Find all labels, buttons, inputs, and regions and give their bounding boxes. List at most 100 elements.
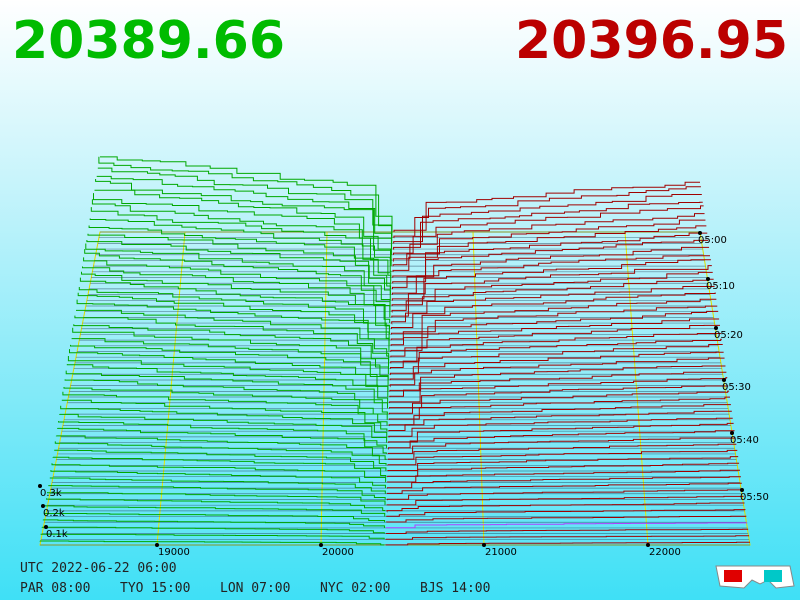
ask-depth-line <box>393 186 701 239</box>
bid-depth-line <box>54 449 387 472</box>
ask-depth-line <box>388 430 735 451</box>
time-tick <box>706 277 710 281</box>
bid-depth-line <box>64 379 388 415</box>
ask-depth-line <box>385 535 750 540</box>
ask-depth-line <box>392 205 704 256</box>
bid-depth-line <box>49 477 386 494</box>
bid-depth-line <box>76 309 390 358</box>
ask-depth-line <box>388 404 731 427</box>
ask-depth-line <box>392 225 707 273</box>
bid-depth-line <box>47 492 386 506</box>
ask-depth-line <box>385 528 749 534</box>
bid-depth-line <box>100 156 393 232</box>
time-tick <box>722 378 726 382</box>
bid-depth-line <box>50 470 386 489</box>
ask-depth-line <box>393 181 700 232</box>
ask-depth-line <box>388 410 732 432</box>
time-tick-label: 05:00 <box>698 235 727 246</box>
depth-tick <box>38 484 42 488</box>
world-clock: LON 07:00 <box>220 581 290 596</box>
bid-depth-line <box>42 519 385 528</box>
ask-depth-line <box>391 265 712 307</box>
bid-depth-line <box>74 315 390 363</box>
depth-tick-label: 0.1k <box>46 529 68 540</box>
bid-depth-line <box>72 327 389 375</box>
ask-depth-line <box>391 286 715 325</box>
bid-depth-line <box>62 391 388 426</box>
bid-depth-line <box>94 189 392 261</box>
bid-depth-line <box>54 441 387 466</box>
depth-tick <box>41 504 45 508</box>
bid-depth-line <box>76 299 390 352</box>
world-clock: NYC 02:00 <box>320 581 390 596</box>
ask-depth-line <box>393 194 702 244</box>
bid-depth-line <box>46 498 386 511</box>
price-tick <box>482 543 486 547</box>
world-clock: PAR 08:00 <box>20 581 90 596</box>
bid-depth-line <box>65 370 388 409</box>
ask-depth-line <box>392 246 710 290</box>
ask-depth-line <box>389 365 726 392</box>
depth-tick-label: 0.3k <box>40 488 62 499</box>
ask-depth-line <box>387 462 740 478</box>
bid-depth-line <box>78 287 390 341</box>
ask-depth-line <box>389 371 727 398</box>
price-tick-label: 20000 <box>322 547 354 558</box>
time-tick <box>714 326 718 330</box>
price-tick <box>155 543 159 547</box>
bid-depth-line <box>73 324 390 369</box>
ask-depth-line <box>388 390 730 415</box>
bid-price: 20389.66 <box>12 11 285 71</box>
bid-depth-line <box>61 399 388 432</box>
ask-depth-line <box>392 213 705 263</box>
ask-depth-line <box>391 259 711 301</box>
ask-depth-line <box>390 298 717 335</box>
ask-depth-line <box>392 232 708 278</box>
time-tick-label: 05:20 <box>714 330 743 341</box>
3d-glasses-icon[interactable] <box>715 565 795 589</box>
ask-depth-line <box>388 417 733 438</box>
ask-depth-line <box>393 201 703 251</box>
bid-depth-line <box>57 427 387 454</box>
ask-depth-line <box>387 456 739 472</box>
time-tick-label: 05:40 <box>730 435 759 446</box>
ask-price: 20396.95 <box>515 11 788 71</box>
bid-depth-line <box>43 512 386 523</box>
price-grid-line <box>320 231 328 546</box>
ask-depth-line <box>387 443 737 460</box>
price-tick-label: 22000 <box>649 547 681 558</box>
ask-depth-line <box>390 305 718 341</box>
bid-depth-line <box>97 167 393 244</box>
depth-tick-label: 0.2k <box>43 508 65 519</box>
bid-depth-line <box>79 277 390 335</box>
ask-depth-line <box>390 318 720 352</box>
bid-depth-line <box>41 526 385 534</box>
bid-depth-line <box>52 456 387 477</box>
bid-depth-line <box>40 533 385 540</box>
bid-depth-line <box>71 338 389 380</box>
ask-depth-line <box>386 509 746 517</box>
price-tick-label: 19000 <box>158 547 190 558</box>
ask-depth-line <box>386 515 747 523</box>
bid-depth-line <box>88 225 392 289</box>
bid-depth-line <box>90 207 392 278</box>
bid-depth-line <box>67 356 389 398</box>
world-clock: BJS 14:00 <box>420 581 490 596</box>
bid-depth-line <box>95 179 392 255</box>
bid-depth-line <box>82 266 391 324</box>
bid-depth-line <box>58 421 387 449</box>
ask-depth-line <box>385 522 748 529</box>
ask-depth-line <box>389 357 725 388</box>
bid-depth-line <box>98 156 393 238</box>
bid-depth-line <box>96 175 393 250</box>
ask-depth-line <box>386 495 744 506</box>
ask-depth-line <box>389 344 723 376</box>
axis-labels: 19000 20000 21000 22000 05:00 05:10 05:20 05:30… <box>38 231 769 558</box>
ask-depth-line <box>389 385 729 409</box>
ask-depth-line <box>390 333 721 364</box>
bid-depth-line <box>83 257 391 318</box>
bid-depth-line <box>69 349 389 392</box>
ask-depth-line <box>391 278 714 318</box>
price-grid-line <box>156 231 186 546</box>
ask-depth-line <box>387 437 736 455</box>
